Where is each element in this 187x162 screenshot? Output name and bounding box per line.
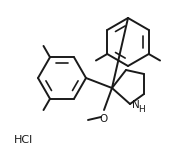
Text: HCl: HCl (14, 135, 33, 145)
Text: N: N (132, 100, 140, 110)
Text: O: O (100, 114, 108, 124)
Text: H: H (138, 104, 145, 114)
